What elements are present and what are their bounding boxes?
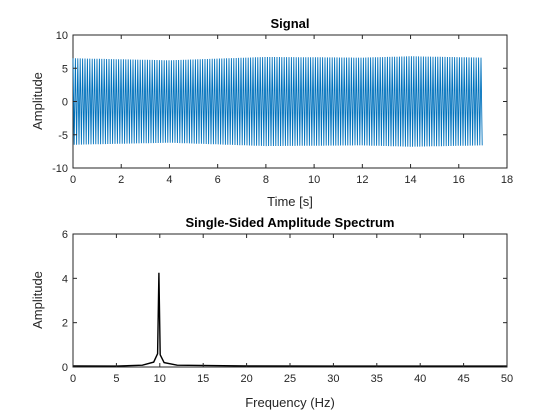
spectrum-y-tick-label: 2 — [62, 318, 68, 330]
signal-x-tick-label: 8 — [263, 174, 269, 186]
spectrum-x-tick-label: 15 — [197, 373, 209, 385]
spectrum-x-tick-label: 10 — [154, 373, 166, 385]
signal-x-tick-label: 12 — [356, 174, 368, 186]
spectrum-x-tick-label: 5 — [113, 373, 119, 385]
spectrum-y-axis-label: Amplitude — [30, 271, 45, 329]
spectrum-y-tick-label: 4 — [62, 273, 68, 285]
signal-y-axis-label: Amplitude — [30, 72, 45, 130]
spectrum-y-tick-label: 0 — [62, 362, 68, 374]
signal-x-tick-label: 2 — [118, 174, 124, 186]
signal-y-tick-label: -5 — [58, 130, 68, 142]
signal-ticks: 0 2 4 6 8 10 12 14 16 18 -10 -5 0 5 10 — [52, 30, 513, 186]
signal-x-tick-label: 14 — [404, 174, 416, 186]
signal-y-tick-label: -10 — [52, 163, 68, 175]
spectrum-ticks: 0 5 10 15 20 25 30 35 40 45 50 0 2 4 6 — [62, 229, 513, 385]
signal-x-tick-label: 16 — [453, 174, 465, 186]
spectrum-x-tick-label: 25 — [284, 373, 296, 385]
spectrum-subplot: 0 5 10 15 20 25 30 35 40 45 50 0 2 4 6 Single-Sided Am… — [30, 215, 513, 410]
spectrum-x-tick-label: 20 — [240, 373, 252, 385]
signal-y-tick-label: 0 — [62, 97, 68, 109]
spectrum-x-tick-label: 0 — [70, 373, 76, 385]
signal-y-tick-label: 10 — [56, 30, 68, 42]
signal-subplot: 0 2 4 6 8 10 12 14 16 18 -10 -5 0 5 10 Signal Time [s]… — [30, 16, 513, 209]
signal-x-tick-label: 4 — [166, 174, 172, 186]
signal-line-group — [72, 56, 483, 147]
signal-x-tick-label: 10 — [308, 174, 320, 186]
signal-y-tick-label: 5 — [62, 63, 68, 75]
signal-x-tick-label: 0 — [70, 174, 76, 186]
spectrum-x-axis-label: Frequency (Hz) — [245, 395, 335, 410]
signal-x-tick-label: 18 — [501, 174, 513, 186]
spectrum-x-tick-label: 50 — [501, 373, 513, 385]
spectrum-plot-area — [72, 233, 508, 368]
signal-series-line — [72, 56, 483, 147]
spectrum-title: Single-Sided Amplitude Spectrum — [186, 215, 395, 230]
spectrum-x-tick-label: 35 — [371, 373, 383, 385]
spectrum-y-tick-label: 6 — [62, 229, 68, 241]
signal-title: Signal — [270, 16, 309, 31]
spectrum-x-tick-label: 40 — [414, 373, 426, 385]
signal-x-axis-label: Time [s] — [267, 194, 313, 209]
spectrum-x-tick-label: 45 — [457, 373, 469, 385]
signal-x-tick-label: 6 — [215, 174, 221, 186]
spectrum-x-tick-label: 30 — [327, 373, 339, 385]
